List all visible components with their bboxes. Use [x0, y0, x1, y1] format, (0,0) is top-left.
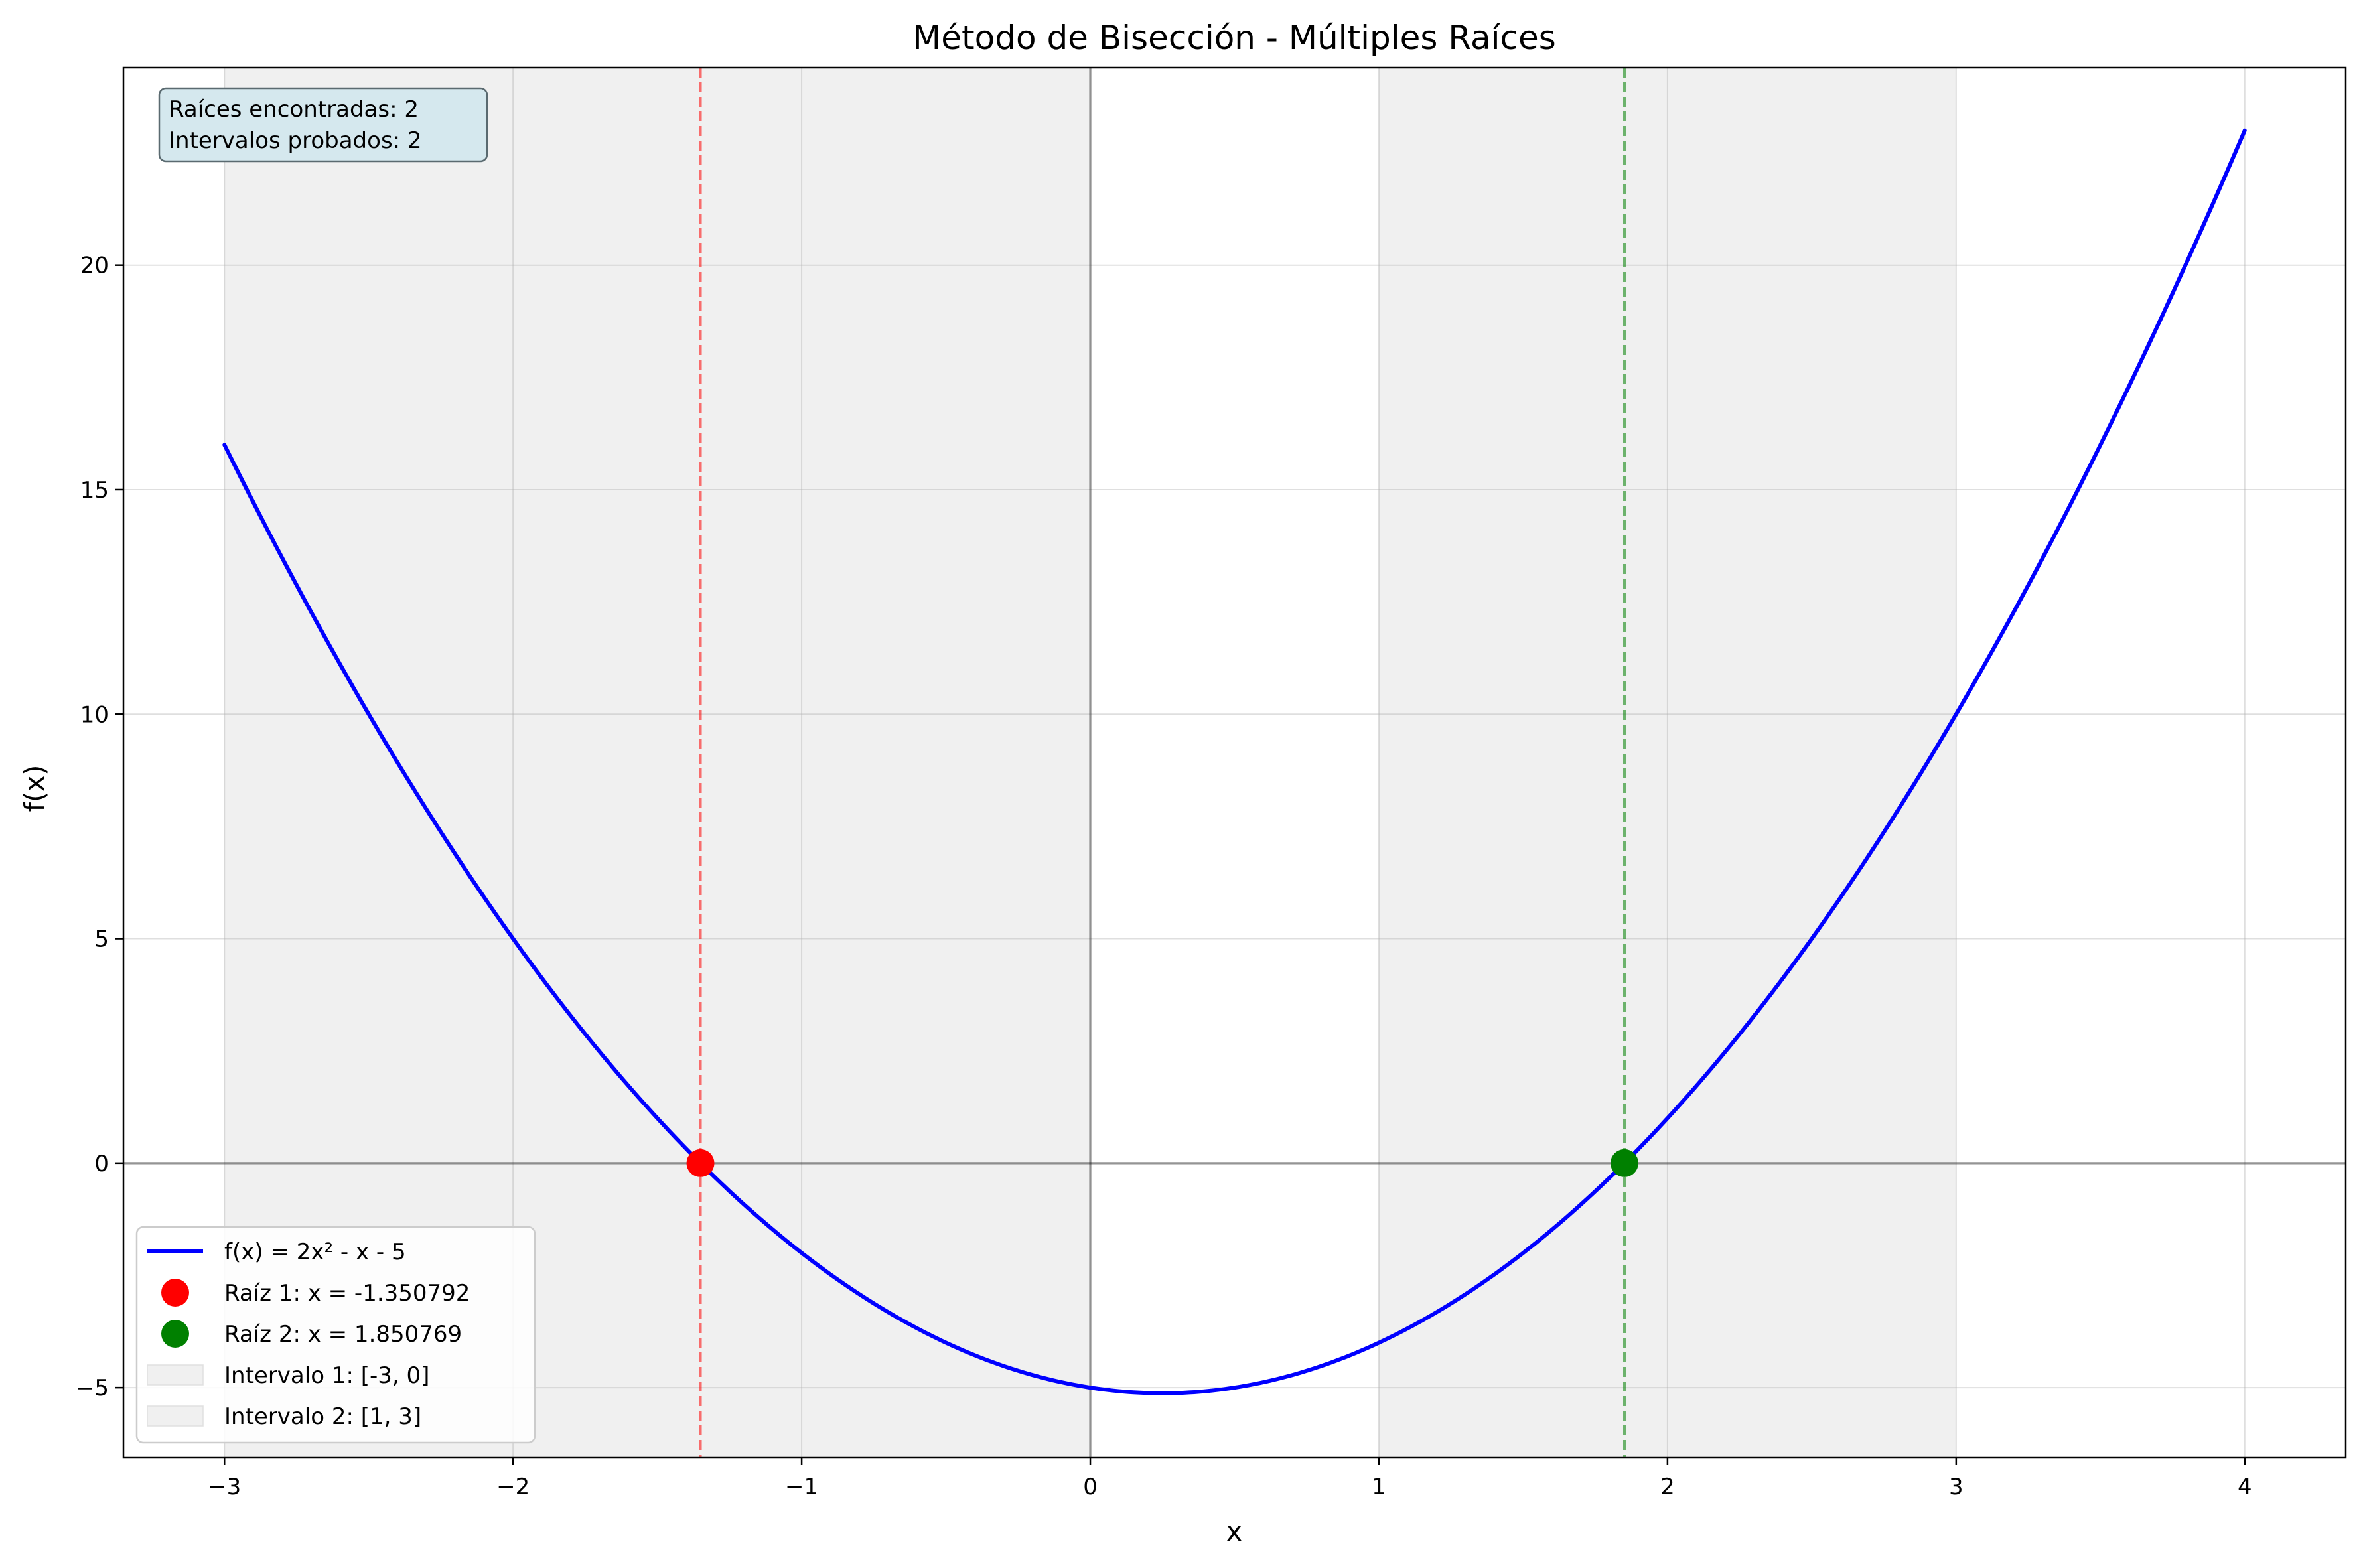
- x-tick-label: 3: [1949, 1474, 1964, 1500]
- legend-swatch-root-2: [161, 1320, 189, 1348]
- x-axis-title: x: [1226, 1516, 1242, 1547]
- plot-frame: [122, 66, 2347, 1459]
- legend-swatch-interval-2: [147, 1405, 204, 1427]
- info-box: Raíces encontradas: 2 Intervalos probado…: [158, 87, 488, 163]
- y-tick-label: 15: [80, 477, 109, 504]
- legend-label-root-2: Raíz 2: x = 1.850769: [224, 1321, 462, 1348]
- info-box-background: [158, 87, 488, 163]
- root-marker-2: [1610, 1149, 1638, 1177]
- info-intervals-tested: Intervalos probados: 2: [169, 127, 422, 154]
- curve: [222, 128, 2247, 1395]
- x-tick-label: −2: [496, 1474, 530, 1500]
- root-vertical-lines: [699, 68, 1626, 1457]
- info-roots-found: Raíces encontradas: 2: [169, 96, 419, 123]
- x-tick-label: 0: [1083, 1474, 1098, 1500]
- y-tick-label: 10: [80, 701, 109, 728]
- legend-label-interval-2: Intervalo 2: [1, 3]: [224, 1403, 421, 1430]
- legend-box: [135, 1226, 536, 1444]
- y-tick-label: 0: [94, 1151, 109, 1177]
- zero-axis-lines: [123, 68, 2346, 1457]
- legend-label-root-1: Raíz 1: x = -1.350792: [224, 1280, 470, 1307]
- root-markers: [686, 1149, 1638, 1177]
- interval-shading: [224, 68, 1956, 1457]
- y-axis-ticks: −5 0 5 10 15 20: [76, 253, 123, 1401]
- x-tick-label: 4: [2238, 1474, 2252, 1500]
- y-tick-label: −5: [76, 1375, 109, 1401]
- y-tick-label: 20: [80, 253, 109, 279]
- y-tick-label: 5: [94, 926, 109, 953]
- y-axis-title: f(x): [19, 765, 50, 812]
- legend-label-interval-1: Intervalo 1: [-3, 0]: [224, 1362, 429, 1389]
- series-line: [222, 128, 2247, 1395]
- interval-band-2: [1378, 68, 1956, 1457]
- x-tick-label: −3: [208, 1474, 241, 1500]
- chart-title: Método de Bisección - Múltiples Raíces: [912, 19, 1556, 57]
- interval-band-1: [224, 68, 1091, 1457]
- x-tick-label: 2: [1660, 1474, 1675, 1500]
- x-axis-ticks: −3 −2 −1 0 1 2 3 4: [208, 1457, 2252, 1500]
- legend: f(x) = 2x² - x - 5 Raíz 1: x = -1.350792 R…: [135, 1226, 536, 1444]
- x-tick-label: 1: [1372, 1474, 1386, 1500]
- x-tick-label: −1: [785, 1474, 818, 1500]
- legend-swatch-interval-1: [147, 1364, 204, 1386]
- root-marker-1: [686, 1149, 715, 1177]
- legend-label-series: f(x) = 2x² - x - 5: [224, 1239, 406, 1265]
- legend-swatch-root-1: [161, 1279, 189, 1307]
